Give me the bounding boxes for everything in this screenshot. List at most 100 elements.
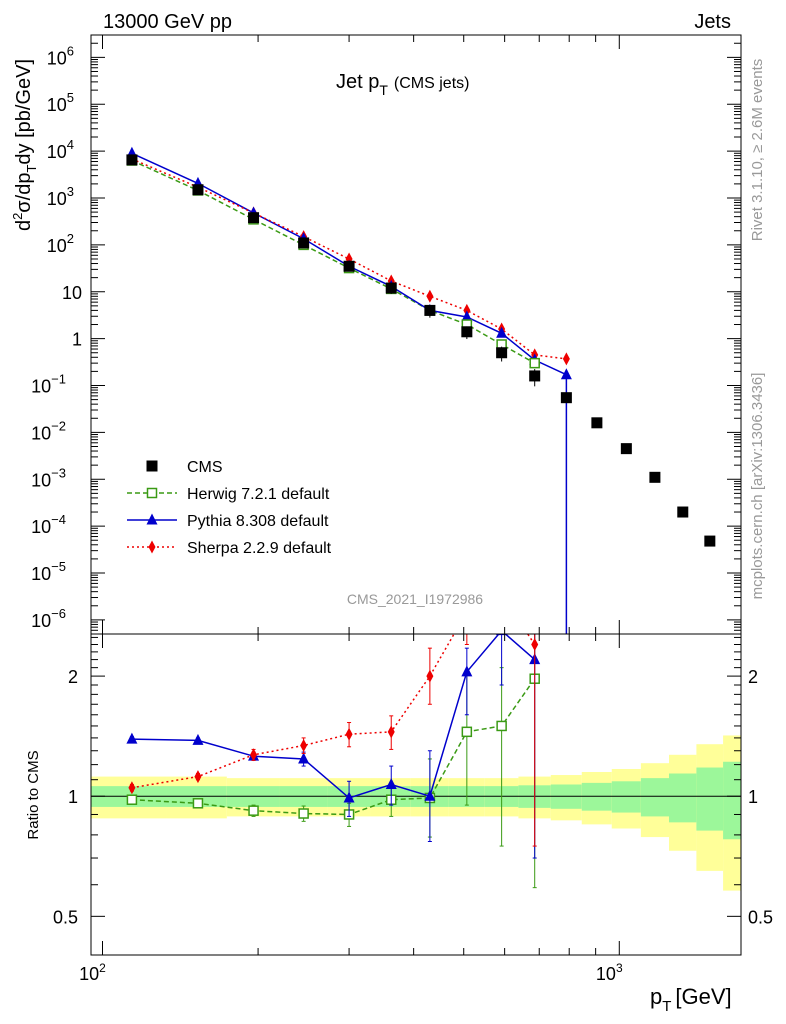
main-panel-series bbox=[126, 146, 716, 634]
marker-square bbox=[677, 506, 689, 518]
y-tick-label-exponent: −6 bbox=[51, 606, 66, 621]
marker-square bbox=[298, 237, 310, 249]
ratio-band-inner bbox=[723, 761, 741, 840]
marker-square-open bbox=[248, 805, 259, 816]
marker-square bbox=[146, 460, 158, 472]
marker-diamond bbox=[426, 669, 434, 683]
marker-diamond bbox=[463, 303, 471, 317]
marker-triangle bbox=[560, 368, 572, 380]
legend: CMS Herwig 7.2.1 default Pythia 8.308 defa… bbox=[127, 459, 332, 557]
ratio-y-tick-label-right: 2 bbox=[748, 667, 758, 687]
ratio-band-inner bbox=[696, 767, 724, 831]
marker-diamond bbox=[128, 781, 136, 795]
marker-square bbox=[529, 370, 541, 382]
marker-diamond bbox=[194, 770, 202, 784]
marker-diamond bbox=[531, 638, 539, 652]
marker-triangle bbox=[424, 789, 436, 801]
legend-label: Herwig 7.2.1 default bbox=[187, 486, 330, 503]
legend-label: CMS bbox=[187, 459, 223, 476]
ratio-y-tick-label: 1 bbox=[68, 787, 78, 807]
ratio-y-tick-label: 2 bbox=[68, 667, 78, 687]
marker-triangle bbox=[496, 634, 508, 636]
y-tick-label: 1 bbox=[72, 330, 82, 350]
marker-triangle bbox=[146, 513, 158, 525]
ratio-band-inner bbox=[581, 782, 612, 811]
ratio-band-inner bbox=[640, 778, 670, 817]
category-label: Jets bbox=[694, 11, 731, 33]
y-tick-label: 102 bbox=[47, 231, 74, 256]
y-tick-label-exponent: 5 bbox=[67, 90, 74, 105]
plot-title: Jet pT (CMS jets) bbox=[336, 71, 469, 98]
marker-diamond bbox=[498, 588, 505, 601]
y-tick-label: 10−4 bbox=[31, 512, 66, 537]
axes-ticks: 102 103 10−6 10−5 10−4 10−3 10−2 10−1 1 10 102 103 1… bbox=[31, 34, 773, 984]
marker-diamond bbox=[562, 352, 570, 366]
y-tick-label-exponent: −1 bbox=[51, 372, 66, 387]
marker-square bbox=[704, 535, 716, 547]
ratio-panel-frame bbox=[90, 633, 742, 956]
y-tick-label: 103 bbox=[47, 184, 74, 209]
x-tick-label: 103 bbox=[596, 961, 623, 984]
marker-square bbox=[560, 392, 572, 404]
marker-triangle bbox=[126, 732, 138, 744]
mcplots-source-label: mcplots.cern.ch [arXiv:1306.3436] bbox=[749, 373, 766, 600]
marker-square-open bbox=[192, 798, 204, 809]
y-tick-label: 105 bbox=[47, 90, 74, 115]
x-tick-label-exponent: 2 bbox=[99, 961, 106, 975]
marker-square bbox=[385, 282, 397, 294]
marker-triangle bbox=[461, 665, 473, 677]
y-tick-label: 10−6 bbox=[31, 606, 66, 631]
rivet-version-label: Rivet 3.1.10, ≥ 2.6M events bbox=[749, 59, 766, 242]
y-tick-label-exponent: 6 bbox=[67, 43, 74, 58]
y-tick-label-exponent: 3 bbox=[67, 184, 74, 199]
marker-square bbox=[496, 347, 508, 359]
legend-label: Pythia 8.308 default bbox=[187, 513, 329, 530]
series-line-herwig bbox=[131, 159, 536, 364]
marker-square-open bbox=[146, 487, 158, 499]
marker-triangle bbox=[385, 777, 397, 789]
marker-square bbox=[248, 212, 260, 224]
y-tick-label: 10 bbox=[62, 283, 82, 303]
marker-diamond bbox=[426, 289, 434, 303]
marker-square bbox=[649, 471, 661, 483]
y-tick-label-exponent: −2 bbox=[51, 418, 66, 433]
y-tick-label-exponent: 2 bbox=[67, 231, 74, 246]
marker-square-open bbox=[298, 808, 309, 819]
x-tick-label-exponent: 3 bbox=[616, 961, 623, 975]
marker-triangle bbox=[343, 791, 355, 803]
ratio-line-pythia bbox=[131, 634, 536, 799]
marker-square-open bbox=[529, 357, 540, 369]
legend-label: Sherpa 2.2.9 default bbox=[187, 540, 332, 557]
marker-diamond bbox=[345, 727, 353, 741]
ratio-band-inner bbox=[669, 773, 697, 823]
marker-triangle bbox=[461, 310, 473, 322]
x-tick-label: 102 bbox=[79, 961, 106, 984]
ratio-line-sherpa bbox=[131, 634, 536, 789]
panel-frames bbox=[90, 34, 742, 956]
x-axis-title: pT [GeV] bbox=[650, 984, 732, 1015]
marker-triangle bbox=[192, 733, 204, 745]
marker-diamond bbox=[387, 725, 395, 739]
ratio-line-herwig bbox=[131, 678, 536, 816]
plot-title-paren: (CMS jets) bbox=[394, 75, 470, 92]
marker-triangle bbox=[496, 326, 508, 338]
ratio-uncertainty-bands bbox=[91, 735, 741, 891]
plot-title-main: Jet p bbox=[336, 71, 379, 93]
marker-square bbox=[343, 260, 355, 272]
marker-square-open bbox=[496, 720, 507, 732]
y-tick-label: 10−1 bbox=[31, 372, 66, 397]
marker-diamond bbox=[463, 605, 470, 618]
ratio-y-axis-title: Ratio to CMS bbox=[25, 750, 42, 839]
ratio-panel-series bbox=[126, 588, 541, 889]
analysis-id-label: CMS_2021_I1972986 bbox=[347, 591, 483, 607]
marker-triangle bbox=[298, 752, 310, 764]
ratio-y-tick-label-right: 1 bbox=[748, 787, 758, 807]
marker-square bbox=[620, 443, 632, 455]
y-tick-label: 10−5 bbox=[31, 559, 66, 584]
y-tick-label-exponent: −3 bbox=[51, 465, 66, 480]
y-tick-label-exponent: −4 bbox=[51, 512, 66, 527]
marker-square bbox=[424, 304, 436, 316]
y-tick-label-exponent: 4 bbox=[67, 137, 74, 152]
marker-square-open bbox=[126, 794, 138, 805]
